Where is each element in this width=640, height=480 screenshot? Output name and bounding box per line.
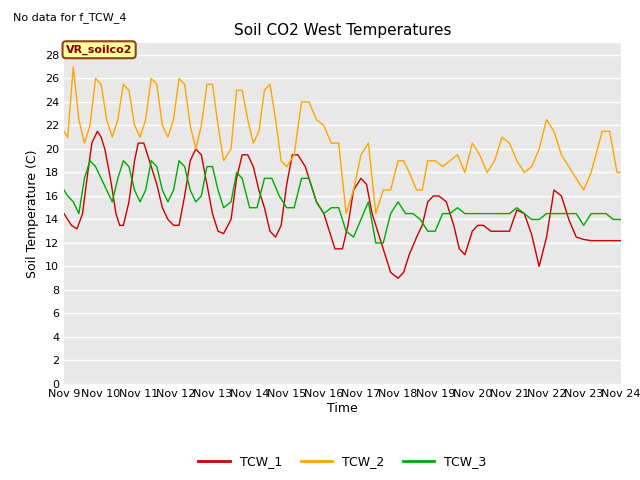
X-axis label: Time: Time — [327, 402, 358, 415]
Title: Soil CO2 West Temperatures: Soil CO2 West Temperatures — [234, 23, 451, 38]
Legend: TCW_1, TCW_2, TCW_3: TCW_1, TCW_2, TCW_3 — [193, 450, 492, 473]
Text: VR_soilco2: VR_soilco2 — [66, 45, 132, 55]
Y-axis label: Soil Temperature (C): Soil Temperature (C) — [26, 149, 39, 278]
Text: No data for f_TCW_4: No data for f_TCW_4 — [13, 12, 126, 23]
